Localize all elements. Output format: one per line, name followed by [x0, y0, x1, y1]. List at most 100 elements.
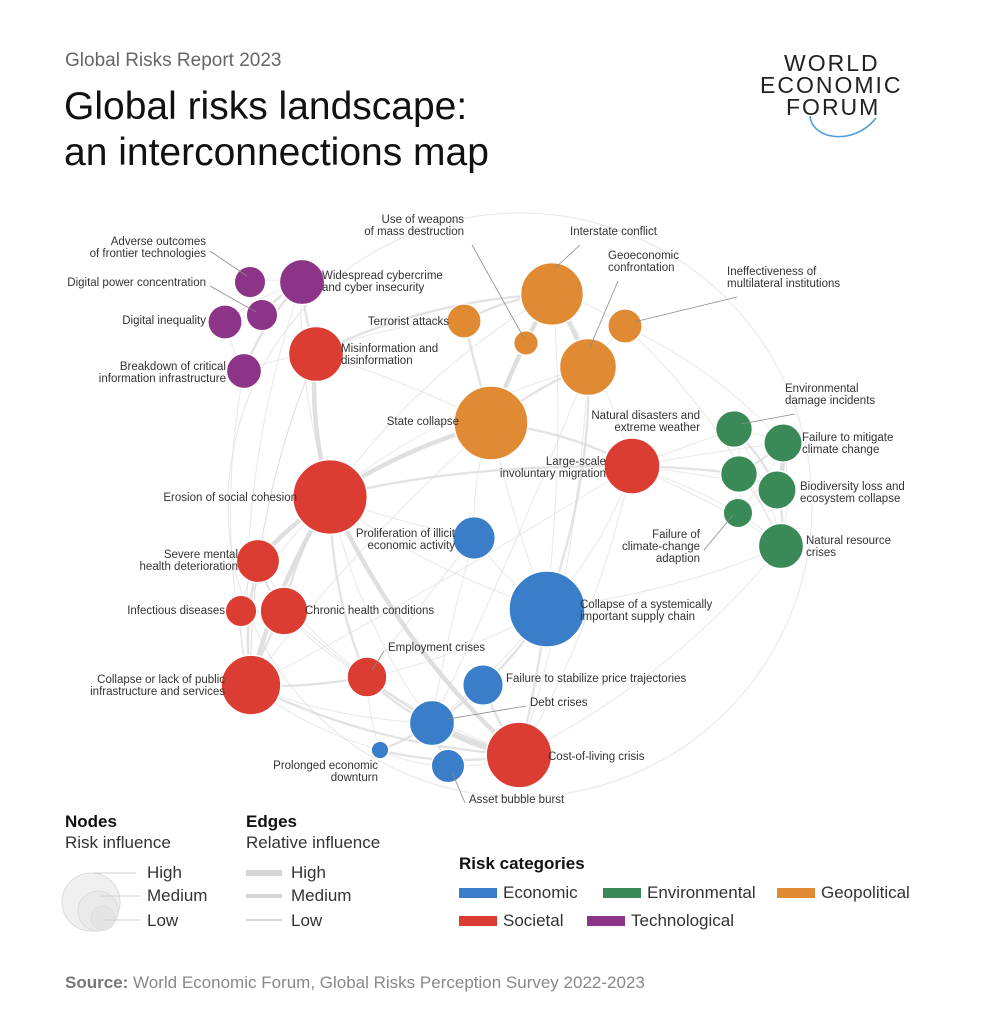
node-diginequality[interactable]: [207, 304, 243, 340]
node-label-wmd: Use of weapons of mass destruction: [364, 214, 464, 238]
node-label-envdamage: Environmental damage incidents: [785, 383, 875, 407]
node-label-cyber: Widespread cybercrime and cyber insecurit…: [322, 270, 443, 294]
legend-environmental-swatch: [603, 888, 641, 898]
node-digpower[interactable]: [245, 298, 279, 332]
leader-line-digpower: [209, 285, 257, 313]
node-statecollapse[interactable]: [453, 385, 529, 461]
logo-arc-icon: [809, 115, 877, 138]
leader-line-envdamage: [740, 413, 796, 425]
node-breakdown[interactable]: [225, 352, 263, 390]
leader-line-adverse: [209, 250, 248, 277]
node-label-adverse: Adverse outcomes of frontier technologies: [90, 236, 207, 260]
node-label-statecollapse: State collapse: [387, 416, 459, 428]
edge-cohesion-interstate: [329, 293, 553, 498]
leader-line-assetbubble: [451, 771, 466, 804]
node-geoeco[interactable]: [558, 337, 618, 397]
legend-edge-low: Low: [291, 911, 323, 930]
node-chronic[interactable]: [259, 586, 309, 636]
leader-line-interstate: [554, 244, 581, 269]
node-misinfo[interactable]: [287, 325, 345, 383]
title-line-1: Global risks landscape:: [64, 85, 468, 128]
legend-edge-medium: Medium: [291, 886, 352, 905]
leader-line-geoeco: [589, 280, 619, 348]
edge-statecollapse-publicinfra: [250, 422, 492, 686]
edge-interstate-supplychain: [546, 293, 559, 610]
edge-geoeco-debt: [431, 366, 589, 724]
edge-multilateral-natres: [624, 325, 782, 547]
legend-economic-label: Economic: [503, 883, 578, 902]
node-interstate[interactable]: [519, 261, 585, 327]
node-price[interactable]: [461, 663, 505, 707]
labels-layer: Adverse outcomes of frontier technologies…: [67, 214, 905, 806]
node-costofliving[interactable]: [485, 721, 553, 789]
node-label-multilateral: Ineffectiveness of multilateral instituti…: [727, 266, 840, 290]
nodes-layer: [207, 258, 805, 789]
node-label-assetbubble: Asset bubble burst: [469, 794, 565, 806]
node-employment[interactable]: [346, 656, 388, 698]
report-name: Global Risks Report 2023: [65, 50, 282, 71]
node-label-price: Failure to stabilize price trajectories: [506, 673, 686, 685]
node-mental[interactable]: [235, 538, 281, 584]
edge-publicinfra-cyber: [246, 281, 303, 686]
node-natres[interactable]: [757, 522, 805, 570]
node-supplychain[interactable]: [508, 570, 586, 648]
logo-line-2: ECONOMIC: [760, 72, 903, 98]
node-publicinfra[interactable]: [220, 654, 282, 716]
node-natdisasters[interactable]: [719, 454, 759, 494]
legend-edge-medium-bar: [246, 894, 282, 898]
node-infectious[interactable]: [224, 594, 258, 628]
node-label-supplychain: Collapse of a systemically important supp…: [580, 599, 713, 623]
node-multilateral[interactable]: [607, 308, 643, 344]
legend-node-low: Low: [147, 911, 179, 930]
legend-edges-subtitle: Relative influence: [246, 833, 381, 852]
leader-line-employment: [371, 650, 385, 671]
source-note: Source: World Economic Forum, Global Ris…: [65, 973, 645, 993]
legend-node-circles: [61, 872, 140, 932]
legend-edge-high-bar: [246, 870, 282, 876]
legend-economic-swatch: [459, 888, 497, 898]
node-label-adaptfail: Failure of climate-change adaption: [622, 529, 701, 565]
node-label-interstate: Interstate conflict: [570, 226, 658, 238]
node-label-terrorist: Terrorist attacks: [368, 316, 449, 328]
title-line-2: an interconnections map: [64, 131, 489, 174]
node-illicit[interactable]: [451, 515, 497, 561]
legend-edge-high: High: [291, 863, 326, 882]
legend-nodes-title: Nodes: [65, 812, 117, 831]
source-label: Source:: [65, 973, 129, 992]
node-adverse[interactable]: [233, 265, 267, 299]
legend-technological-swatch: [587, 916, 625, 926]
node-terrorist[interactable]: [446, 303, 482, 339]
node-cohesion[interactable]: [291, 458, 369, 536]
node-envdamage[interactable]: [714, 409, 754, 449]
edge-costofliving-chronic: [283, 610, 520, 756]
node-wmd[interactable]: [512, 329, 540, 357]
node-migration[interactable]: [603, 437, 661, 495]
node-debt[interactable]: [408, 699, 456, 747]
node-label-costofliving: Cost-of-living crisis: [548, 751, 645, 763]
node-label-biodiversity: Biodiversity loss and ecosystem collapse: [800, 481, 905, 505]
edge-costofliving-publicinfra: [250, 683, 520, 757]
legend-environmental-label: Environmental: [647, 883, 756, 902]
node-label-misinfo: Misinformation and disinformation: [341, 343, 438, 367]
node-label-climfail: Failure to mitigate climate change: [802, 432, 893, 456]
node-label-digpower: Digital power concentration: [67, 277, 206, 289]
node-label-prolonged: Prolonged economic downturn: [273, 760, 378, 784]
edge-migration-costofliving: [518, 465, 633, 756]
legend-categories-title: Risk categories: [459, 854, 585, 873]
logo-line-3: FORUM: [786, 94, 881, 120]
node-adaptfail[interactable]: [722, 497, 754, 529]
node-label-mental: Severe mental health deterioration: [140, 549, 238, 573]
node-cyber[interactable]: [278, 258, 326, 306]
logo-line-1: WORLD: [784, 50, 880, 76]
edge-migration-publicinfra: [250, 465, 633, 686]
leader-line-adaptfail: [703, 514, 734, 551]
node-assetbubble[interactable]: [430, 748, 466, 784]
node-biodiversity[interactable]: [757, 470, 797, 510]
node-prolonged[interactable]: [370, 740, 390, 760]
legend-societal-swatch: [459, 916, 497, 926]
edge-publicinfra-misinfo: [250, 353, 317, 686]
legend-geopolitical-swatch: [777, 888, 815, 898]
node-label-diginequality: Digital inequality: [122, 315, 206, 327]
legend-nodes-subtitle: Risk influence: [65, 833, 171, 852]
node-climfail[interactable]: [763, 423, 803, 463]
